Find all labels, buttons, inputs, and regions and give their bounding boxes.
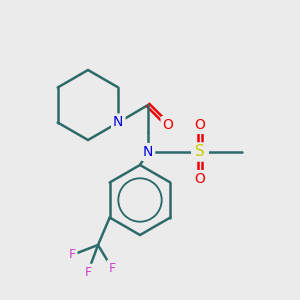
Text: F: F	[68, 248, 76, 262]
Text: O: O	[195, 172, 206, 186]
Text: S: S	[195, 145, 205, 160]
Text: F: F	[108, 262, 116, 275]
Text: O: O	[163, 118, 173, 132]
Text: F: F	[84, 266, 92, 278]
Bar	[191, 143, 209, 161]
Text: N: N	[143, 145, 153, 159]
Text: O: O	[195, 118, 206, 132]
Text: N: N	[113, 116, 124, 130]
